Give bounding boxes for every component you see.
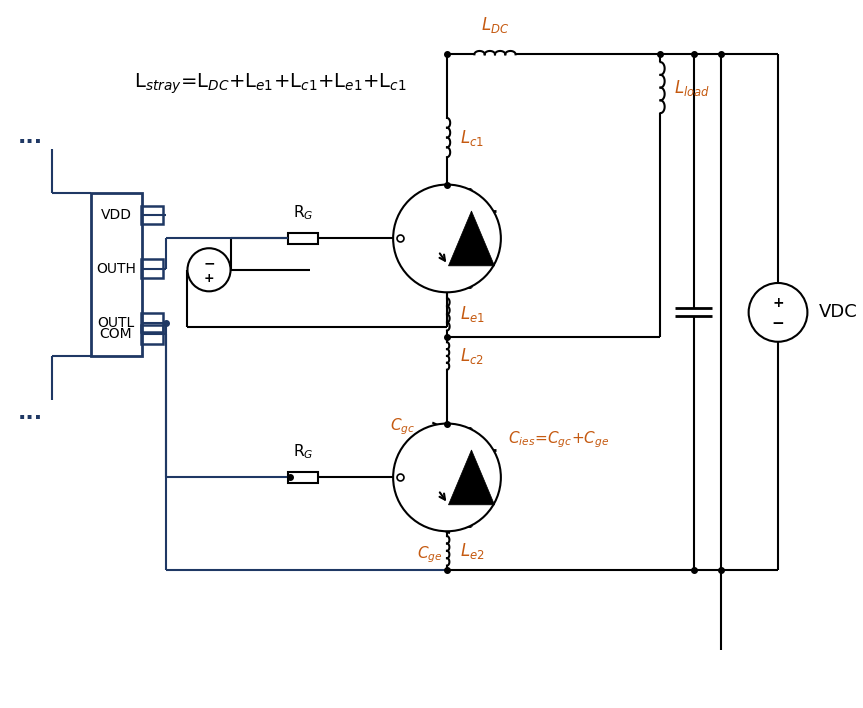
Bar bbox=[142, 205, 163, 224]
Text: C$_{ies}$=C$_{gc}$+C$_{ge}$: C$_{ies}$=C$_{gc}$+C$_{ge}$ bbox=[507, 430, 609, 450]
Text: C$_{gc}$: C$_{gc}$ bbox=[390, 416, 415, 437]
Text: L$_{c1}$: L$_{c1}$ bbox=[460, 127, 484, 147]
Circle shape bbox=[394, 423, 501, 531]
Bar bbox=[142, 260, 163, 278]
Text: L$_{stray}$=L$_{DC}$+L$_{e1}$+L$_{c1}$+L$_{e1}$+L$_{c1}$: L$_{stray}$=L$_{DC}$+L$_{e1}$+L$_{c1}$+L… bbox=[134, 72, 406, 96]
Circle shape bbox=[394, 185, 501, 292]
Text: L$_{DC}$: L$_{DC}$ bbox=[481, 15, 509, 35]
Text: ...: ... bbox=[18, 127, 43, 147]
Polygon shape bbox=[449, 450, 494, 505]
Text: −: − bbox=[203, 256, 215, 270]
Bar bbox=[91, 193, 142, 356]
Text: COM: COM bbox=[99, 327, 132, 341]
Circle shape bbox=[748, 283, 808, 342]
Text: L$_{e2}$: L$_{e2}$ bbox=[460, 541, 485, 561]
Polygon shape bbox=[449, 211, 494, 266]
Text: C$_{ge}$: C$_{ge}$ bbox=[417, 544, 442, 564]
Text: L$_{c2}$: L$_{c2}$ bbox=[460, 346, 484, 366]
Text: L$_{e1}$: L$_{e1}$ bbox=[460, 304, 485, 324]
Text: +: + bbox=[772, 295, 784, 309]
Bar bbox=[288, 233, 318, 244]
Text: R$_G$: R$_G$ bbox=[293, 203, 313, 222]
Text: R$_G$: R$_G$ bbox=[293, 442, 313, 461]
Text: −: − bbox=[772, 316, 784, 331]
Text: OUTH: OUTH bbox=[96, 262, 135, 276]
Text: +: + bbox=[204, 272, 214, 285]
Bar bbox=[142, 325, 163, 343]
Text: L$_{load}$: L$_{load}$ bbox=[674, 78, 710, 98]
Bar bbox=[288, 472, 318, 483]
Text: VDC: VDC bbox=[819, 303, 858, 321]
Text: ...: ... bbox=[18, 403, 43, 423]
Text: VDD: VDD bbox=[100, 208, 131, 222]
Bar bbox=[142, 314, 163, 332]
Circle shape bbox=[187, 249, 230, 291]
Text: OUTL: OUTL bbox=[98, 316, 135, 330]
